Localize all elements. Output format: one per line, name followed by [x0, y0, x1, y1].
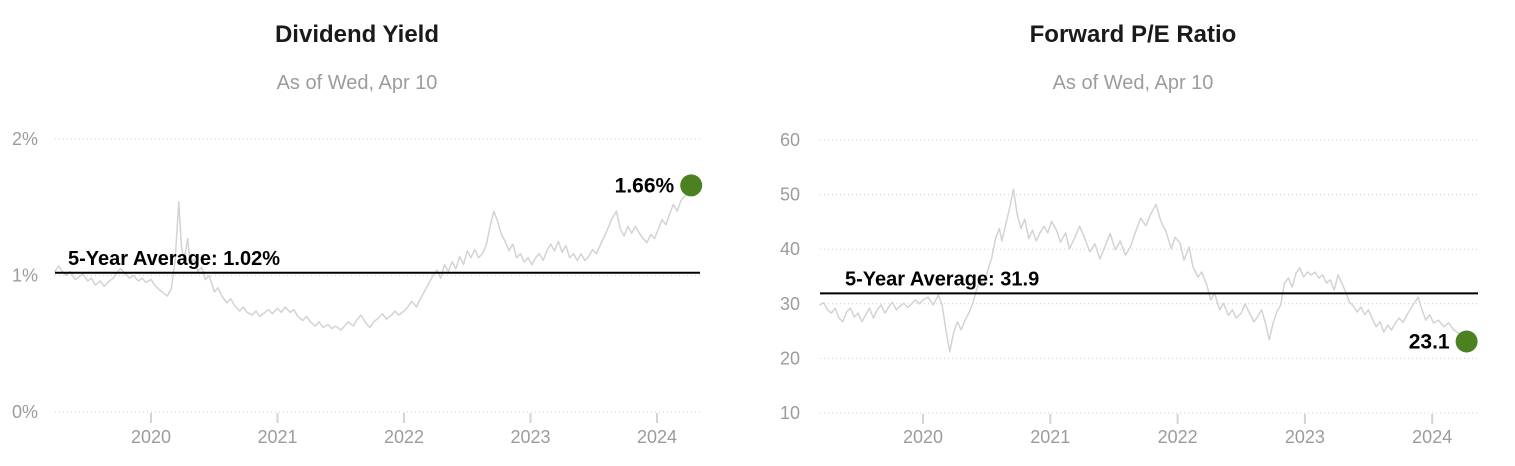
latest-value-dot	[680, 174, 703, 197]
five-year-average-label: 5-Year Average: 31.9	[845, 268, 1039, 290]
y-axis-tick-label: 2%	[12, 129, 38, 149]
y-axis-tick-label: 50	[780, 185, 800, 205]
y-axis-tick-label: 10	[780, 403, 800, 423]
chart-subtitle: As of Wed, Apr 10	[1053, 72, 1214, 94]
x-axis-tick-label: 2022	[384, 427, 424, 447]
y-axis-tick-label: 30	[780, 294, 800, 314]
x-axis-tick-label: 2021	[1030, 427, 1070, 447]
x-axis-tick-label: 2020	[131, 427, 171, 447]
five-year-average-label: 5-Year Average: 1.02%	[68, 248, 280, 270]
chart-title: Dividend Yield	[275, 21, 439, 48]
x-axis-tick-label: 2024	[1412, 427, 1452, 447]
latest-value-label: 23.1	[1409, 331, 1450, 354]
x-axis-tick-label: 2020	[903, 427, 943, 447]
price-series-line	[54, 184, 692, 331]
y-axis-tick-label: 20	[780, 348, 800, 368]
y-axis-tick-label: 1%	[12, 266, 38, 286]
chart-subtitle: As of Wed, Apr 10	[277, 72, 438, 94]
y-axis-tick-label: 40	[780, 239, 800, 259]
x-axis-tick-label: 2023	[1285, 427, 1325, 447]
x-axis-tick-label: 2024	[637, 427, 677, 447]
x-axis-tick-label: 2021	[257, 427, 297, 447]
y-axis-tick-label: 60	[780, 130, 800, 150]
x-axis-tick-label: 2022	[1158, 427, 1198, 447]
latest-value-label: 1.66%	[615, 174, 675, 197]
price-series-line	[819, 188, 1468, 353]
latest-value-dot	[1455, 330, 1478, 353]
x-axis-tick-label: 2023	[510, 427, 550, 447]
y-axis-tick-label: 0%	[12, 402, 38, 422]
chart-title: Forward P/E Ratio	[1030, 21, 1237, 48]
